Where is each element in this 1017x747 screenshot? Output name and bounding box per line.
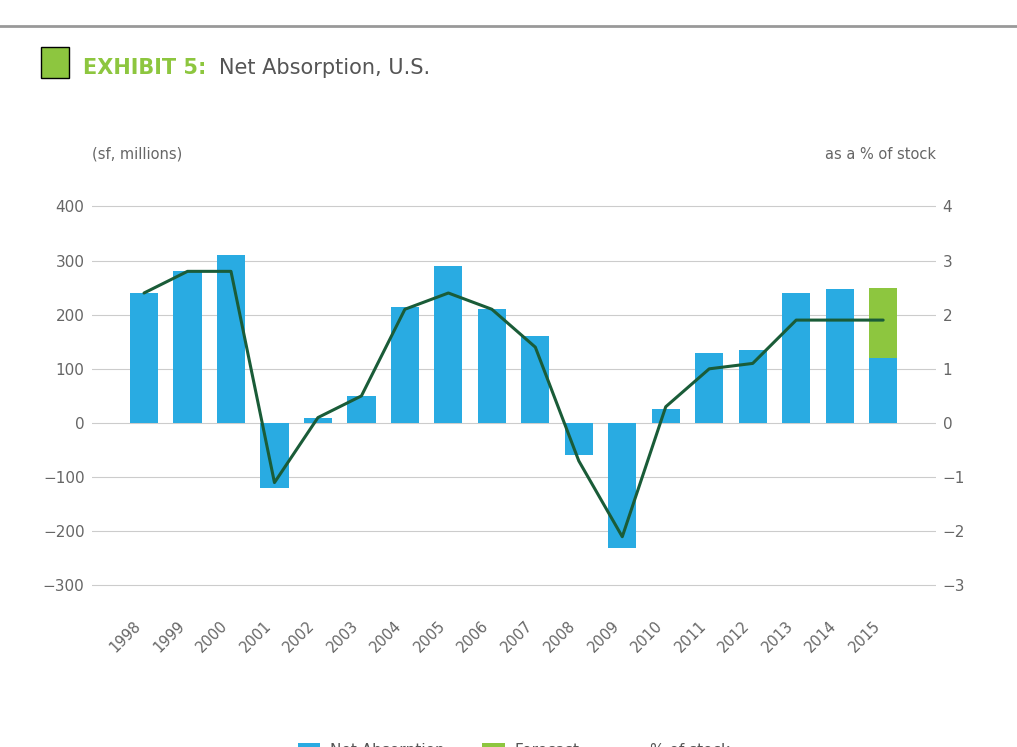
Bar — [738, 350, 767, 423]
Bar — [391, 306, 419, 423]
Bar — [260, 423, 289, 488]
Bar — [434, 266, 463, 423]
Text: Net Absorption, U.S.: Net Absorption, U.S. — [219, 58, 430, 78]
Text: (sf, millions): (sf, millions) — [92, 147, 182, 162]
Bar — [304, 418, 333, 423]
Bar — [478, 309, 506, 423]
Bar — [652, 409, 680, 423]
Bar — [173, 271, 201, 423]
Bar — [869, 358, 897, 423]
Bar — [826, 289, 854, 423]
Legend: Net Absorption, Forecast, % of stock: Net Absorption, Forecast, % of stock — [292, 737, 735, 747]
Text: EXHIBIT 5:: EXHIBIT 5: — [83, 58, 206, 78]
Text: as a % of stock: as a % of stock — [825, 147, 936, 162]
Bar — [521, 336, 549, 423]
Bar — [347, 396, 375, 423]
Bar — [217, 255, 245, 423]
Bar — [782, 293, 811, 423]
Bar — [608, 423, 637, 548]
Bar — [130, 293, 159, 423]
Bar — [564, 423, 593, 456]
Bar — [695, 353, 723, 423]
Bar — [869, 288, 897, 358]
